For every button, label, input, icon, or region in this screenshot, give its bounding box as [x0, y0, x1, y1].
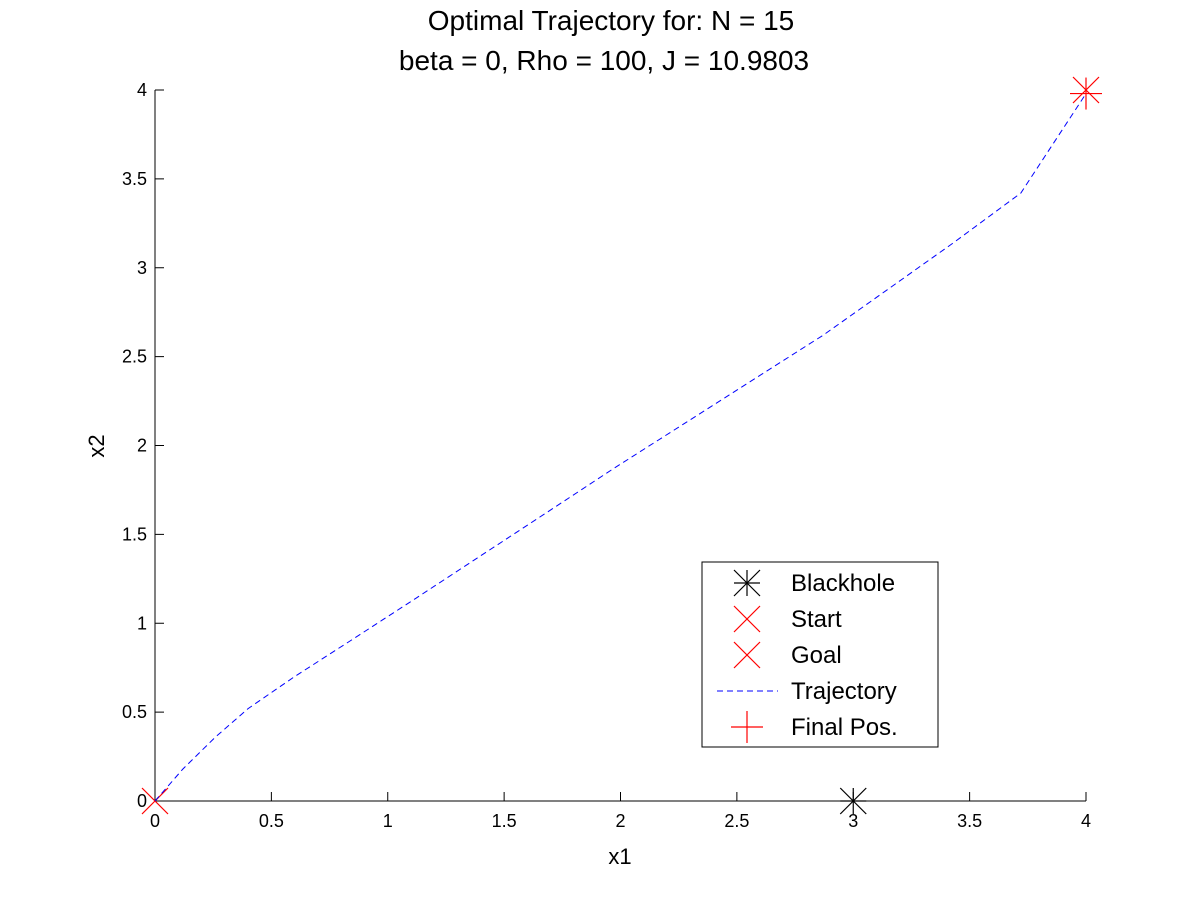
chart-title: Optimal Trajectory for: N = 15: [428, 5, 794, 36]
legend-label: Blackhole: [791, 570, 895, 597]
x-tick-label: 3.5: [957, 811, 982, 831]
legend-entry-trajectory: Trajectory: [717, 678, 897, 705]
y-tick-label: 0: [137, 791, 147, 811]
legend-entry-start: Start: [733, 605, 842, 633]
legend-swatch: [733, 641, 761, 669]
y-tick-label: 1.5: [122, 524, 147, 544]
legend-entry-final-pos: Final Pos.: [731, 711, 898, 743]
series-trajectory-line: [154, 93, 1087, 802]
x-tick-label: 0.5: [259, 811, 284, 831]
y-tick-label: 2.5: [122, 347, 147, 367]
series-final-pos-point: [1070, 77, 1102, 110]
y-tick-label: 1: [137, 613, 147, 633]
legend-swatch: [733, 569, 761, 597]
marker-stroke: [733, 641, 761, 669]
x-tick-label: 3: [848, 811, 858, 831]
legend-swatch: [731, 711, 763, 743]
legend-label: Final Pos.: [791, 714, 898, 741]
x-tick-label: 2: [615, 811, 625, 831]
legend-label: Trajectory: [791, 678, 897, 705]
legend: Blackhole Start Goal Trajectory Final Pos.: [701, 561, 939, 748]
legend-swatch: [733, 605, 761, 633]
legend-entry-blackhole: Blackhole: [733, 569, 895, 597]
y-tick-label: 3: [137, 258, 147, 278]
x-tick-label: 1.5: [492, 811, 517, 831]
x-axis-label: x1: [608, 844, 631, 869]
x-tick-label: 0: [150, 811, 160, 831]
axes: 0 0.5 1 1.5 2 2.5 3 3.5 4 0 0.5 1 1.5 2 2.5 3 3.5 4: [122, 80, 1091, 831]
marker-stroke: [733, 605, 761, 633]
plot-area: [141, 76, 1102, 815]
x-tick-label: 2.5: [724, 811, 749, 831]
y-tick-label: 2: [137, 436, 147, 456]
x-tick-label: 1: [383, 811, 393, 831]
y-axis-label: x2: [84, 434, 109, 457]
legend-box: [701, 561, 939, 748]
y-tick-label: 0.5: [122, 702, 147, 722]
legend-label: Start: [791, 606, 842, 633]
chart-subtitle: beta = 0, Rho = 100, J = 10.9803: [399, 45, 809, 76]
y-tick-label: 3.5: [122, 169, 147, 189]
series-blackhole-point: [839, 787, 867, 815]
legend-entry-goal: Goal: [733, 641, 842, 669]
y-tick-label: 4: [137, 80, 147, 100]
x-tick-label: 4: [1081, 811, 1091, 831]
legend-label: Goal: [791, 642, 842, 669]
